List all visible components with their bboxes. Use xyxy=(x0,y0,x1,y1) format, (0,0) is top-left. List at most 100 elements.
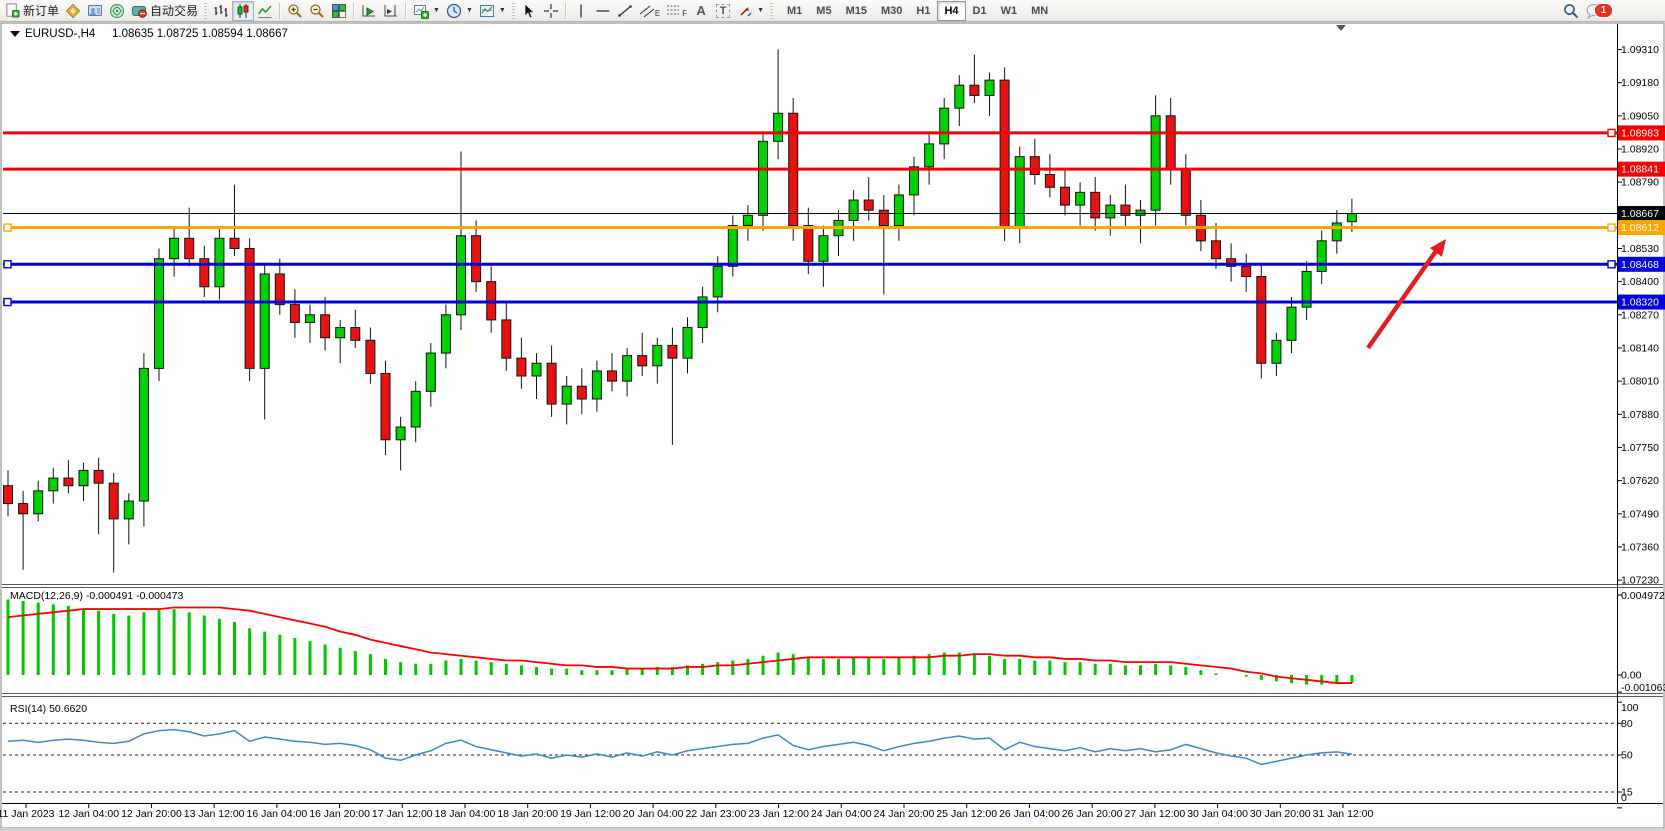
trendline-icon xyxy=(618,4,632,17)
price-tick-label: 1.09180 xyxy=(1621,77,1659,89)
timeframe-mn-button[interactable]: MN xyxy=(1031,4,1049,17)
autotrading-button[interactable]: 自动交易 xyxy=(128,1,201,21)
template-icon xyxy=(479,4,494,17)
tile-windows-button[interactable] xyxy=(328,1,350,21)
candle-bearish xyxy=(1044,173,1055,188)
zoom-out-button[interactable] xyxy=(306,1,328,21)
toolbar-grip xyxy=(770,2,774,19)
crosshair-button[interactable] xyxy=(540,1,562,21)
fibonacci-button[interactable]: F xyxy=(663,1,690,21)
text-label-button[interactable]: T xyxy=(712,1,734,21)
timeframe-h1-button[interactable]: H1 xyxy=(916,4,931,17)
hline-left-handle[interactable] xyxy=(3,223,12,232)
time-label: 18 Jan 20:00 xyxy=(497,808,558,820)
text-tool-icon: A xyxy=(696,3,706,18)
price-box xyxy=(1618,220,1665,236)
equidistant-channel-button[interactable]: E xyxy=(636,1,663,21)
candle-bullish xyxy=(154,258,164,369)
toolbar-separator xyxy=(564,2,567,19)
price-tick-label: 1.08270 xyxy=(1621,309,1659,321)
chart-shift-button[interactable] xyxy=(358,1,380,21)
trend-arrow-head[interactable] xyxy=(1430,239,1446,257)
price-tick-label: 1.07360 xyxy=(1621,541,1659,553)
zoom-in-button[interactable] xyxy=(284,1,306,21)
symbol-collapse-icon[interactable] xyxy=(10,31,20,37)
time-label: 12 Jan 20:00 xyxy=(121,808,182,820)
notification-badge[interactable]: 1 xyxy=(1594,2,1613,18)
candle-bullish xyxy=(48,477,59,492)
horizontal-line-button[interactable] xyxy=(592,1,614,21)
candle-bearish xyxy=(1211,240,1221,260)
text-button[interactable]: A xyxy=(690,1,712,21)
timeframe-m30-button[interactable]: M30 xyxy=(880,4,903,17)
periods-button[interactable]: ▼ xyxy=(443,1,476,21)
candle-bullish xyxy=(395,426,406,441)
hline-left-handle[interactable] xyxy=(3,297,12,307)
trend-arrow[interactable] xyxy=(1366,249,1438,350)
price-box-label: 1.08612 xyxy=(1621,222,1659,234)
search-icon[interactable] xyxy=(1563,3,1579,19)
candle-bearish xyxy=(1180,168,1191,216)
time-label: 24 Jan 20:00 xyxy=(874,808,935,820)
price-box xyxy=(1618,125,1665,141)
price-box-label: 1.08320 xyxy=(1621,297,1659,309)
timeframe-h4-button[interactable]: H4 xyxy=(937,0,966,21)
timeframe-m5-button[interactable]: M5 xyxy=(816,4,832,17)
line-chart-button[interactable] xyxy=(254,1,276,21)
candle-bullish xyxy=(682,327,693,359)
candle-bullish xyxy=(440,314,451,354)
rsi-tick-label: 15 xyxy=(1621,786,1633,798)
data-window-button[interactable] xyxy=(84,1,106,21)
horizontal-line-icon xyxy=(596,9,610,12)
candle-bullish xyxy=(169,237,180,260)
chart-shift-icon xyxy=(362,4,376,16)
new-order-button[interactable]: 新订单 xyxy=(2,1,62,21)
timeframe-m15-button[interactable]: M15 xyxy=(845,4,867,17)
candle-bullish xyxy=(335,327,346,339)
line-chart-icon xyxy=(257,4,272,18)
time-label: 16 Jan 04:00 xyxy=(246,808,307,820)
candlestick-chart-button[interactable] xyxy=(232,0,255,21)
candle-bullish xyxy=(1286,306,1297,341)
timeframe-m1-button[interactable]: M1 xyxy=(787,4,803,17)
candle-bearish xyxy=(637,355,648,367)
timeframe-d1-button[interactable]: D1 xyxy=(972,4,987,17)
candle-bearish xyxy=(863,199,874,211)
hline-right-handle[interactable] xyxy=(1607,128,1616,138)
timeframe-w1-button[interactable]: W1 xyxy=(1000,4,1018,17)
market-watch-button[interactable] xyxy=(62,1,84,21)
time-label: 31 Jan 12:00 xyxy=(1313,808,1374,820)
trendline-button[interactable] xyxy=(614,1,636,21)
chart-shift-marker[interactable] xyxy=(1336,25,1346,31)
macd-tick-label: -0.001063 xyxy=(1621,682,1665,694)
candle-bearish xyxy=(3,485,13,505)
auto-scroll-button[interactable] xyxy=(380,1,402,21)
candle-bullish xyxy=(456,235,466,316)
hline-left-handle[interactable] xyxy=(3,260,12,269)
bar-chart-button[interactable] xyxy=(210,1,232,21)
cursor-button[interactable] xyxy=(518,1,540,21)
price-box-label: 1.08468 xyxy=(1621,259,1659,271)
navigator-button[interactable] xyxy=(106,1,128,21)
new-chart-icon xyxy=(414,4,430,19)
templates-button[interactable]: ▼ xyxy=(476,1,509,21)
hline-right-handle[interactable] xyxy=(1607,260,1616,269)
zoom-out-icon xyxy=(310,3,324,18)
toolbar-separator xyxy=(405,2,408,19)
hline-right-handle[interactable] xyxy=(1607,223,1616,232)
time-label: 25 Jan 12:00 xyxy=(936,808,997,820)
rsi-line xyxy=(7,728,1353,766)
crosshair-icon xyxy=(543,3,558,18)
toolbar-grip xyxy=(511,2,515,19)
time-label: 30 Jan 20:00 xyxy=(1250,808,1311,820)
candle-bearish xyxy=(969,84,980,96)
vertical-line-button[interactable] xyxy=(570,1,592,21)
new-chart-button[interactable]: ▼ xyxy=(410,1,443,21)
time-label: 18 Jan 04:00 xyxy=(435,808,496,820)
arrows-button[interactable]: ▼ xyxy=(734,1,767,21)
vertical-line-icon xyxy=(580,4,582,17)
candle-bullish xyxy=(1014,156,1025,229)
candle-bearish xyxy=(516,357,527,377)
dropdown-caret-icon: ▼ xyxy=(498,7,506,14)
